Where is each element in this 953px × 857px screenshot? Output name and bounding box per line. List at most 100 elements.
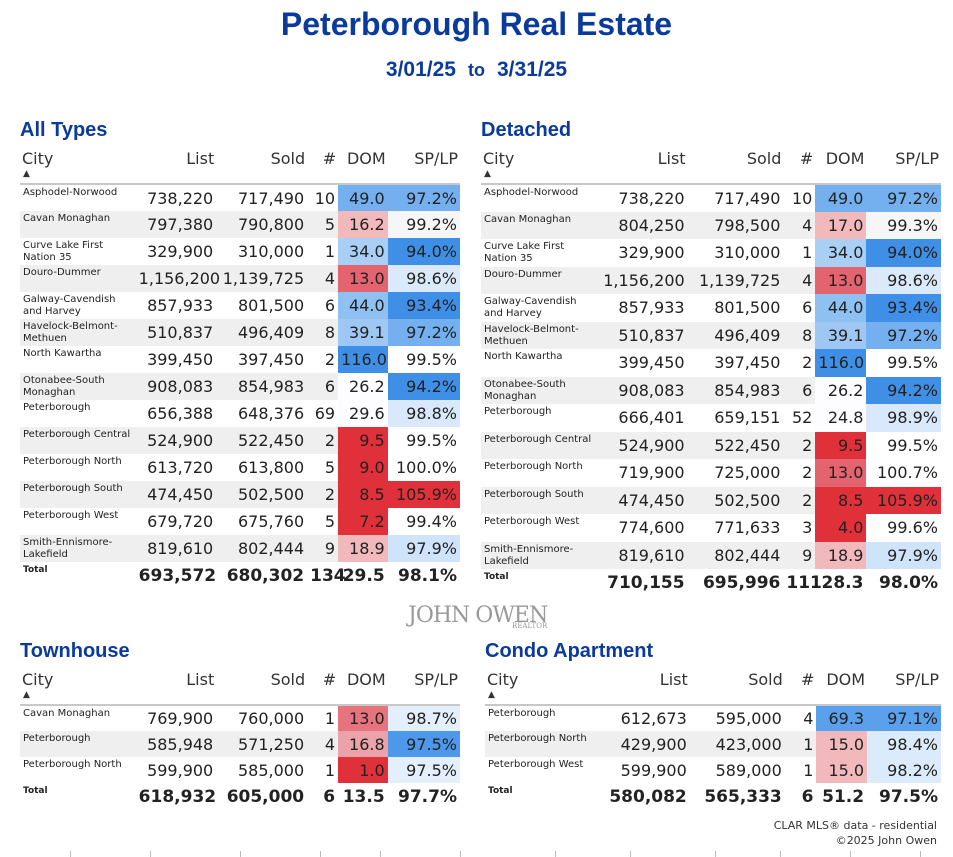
cell-splp: 94.2% <box>387 373 460 400</box>
column-header-sold[interactable]: Sold <box>687 145 784 185</box>
cell-city: Peterborough <box>484 406 552 417</box>
table-row[interactable]: Cavan Monaghan 769,900 760,000 1 13.0 98.7% <box>20 705 460 731</box>
table-row[interactable]: Galway-Cavendish and Harvey 857,933 801,50… <box>20 292 460 319</box>
table-row[interactable]: Havelock-Belmont-Methuen 510,837 496,409 8 3… <box>20 319 460 346</box>
column-header-city[interactable]: City ▲ <box>481 145 601 185</box>
table-row[interactable]: Smith-Ennismore-Lakefield 819,610 802,444 9… <box>481 541 941 569</box>
column-header-count[interactable]: # <box>783 145 816 185</box>
cell-splp: 97.2% <box>866 321 941 349</box>
table-row[interactable]: Peterborough 585,948 571,250 4 16.8 97.5% <box>20 731 460 757</box>
data-source: CLAR MLS® data - residential <box>773 819 937 832</box>
column-header-count[interactable]: # <box>784 666 817 706</box>
table-row[interactable]: Asphodel-Norwood 738,220 717,490 10 49.0 97.2… <box>481 184 941 212</box>
total-row: Total 710,155 695,996 111 28.3 98.0% <box>481 569 941 597</box>
sort-ascending-icon[interactable]: ▲ <box>484 169 491 179</box>
cell-splp: 98.8% <box>387 400 460 427</box>
cell-list: 908,083 <box>135 373 217 400</box>
date-from: 3/01/25 <box>385 58 456 81</box>
total-dom: 28.3 <box>821 573 864 593</box>
cell-splp: 94.0% <box>387 238 460 265</box>
data-table: City ▲ List Sold # DOM SP/LP Peterborough 612,67… <box>485 666 941 811</box>
cell-dom: 16.2 <box>338 211 388 238</box>
column-header-list[interactable]: List <box>135 666 217 706</box>
cell-list: 857,933 <box>147 296 214 315</box>
table-row[interactable]: Asphodel-Norwood 738,220 717,490 10 49.0 97.2… <box>20 184 460 211</box>
cell-count: 6 <box>324 296 336 315</box>
sort-ascending-icon[interactable]: ▲ <box>488 690 495 700</box>
cell-city: Curve Lake First Nation 35 <box>484 241 565 264</box>
column-header-sold[interactable]: Sold <box>216 666 308 706</box>
total-row: Total 618,932 605,000 6 13.5 97.7% <box>20 783 460 811</box>
table-row[interactable]: Galway-Cavendish and Harvey 857,933 801,50… <box>481 294 941 322</box>
column-header-sold[interactable]: Sold <box>216 145 308 185</box>
column-header-city[interactable]: City ▲ <box>20 145 136 185</box>
total-splp: 98.1% <box>398 566 457 586</box>
table-row[interactable]: Douro-Dummer 1,156,200 1,139,725 4 13.0 98.6% <box>20 265 460 292</box>
table-row[interactable]: Peterborough Central 524,900 522,450 2 9.5 99… <box>20 427 460 454</box>
table-row[interactable]: Peterborough 612,673 595,000 4 69.3 97.1% <box>485 705 941 731</box>
table-row[interactable]: Cavan Monaghan 804,250 798,500 4 17.0 99.3% <box>481 211 941 239</box>
column-header-city[interactable]: City ▲ <box>20 666 136 706</box>
table-row[interactable]: Peterborough North 599,900 585,000 1 1.0 97.5… <box>20 757 460 783</box>
cell-splp: 98.4% <box>867 731 941 757</box>
column-header-splp[interactable]: SP/LP <box>387 145 460 185</box>
column-header-dom[interactable]: DOM <box>815 145 867 185</box>
cell-sold: 725,000 <box>714 463 781 483</box>
data-table: City ▲ List Sold # DOM SP/LP Asphodel-Norwood 73… <box>20 145 460 590</box>
table-row[interactable]: Otonabee-South Monaghan 908,083 854,983 6 26… <box>20 373 460 400</box>
column-header-list[interactable]: List <box>135 145 217 185</box>
column-header-splp[interactable]: SP/LP <box>867 666 941 706</box>
table-row[interactable]: Peterborough North 429,900 423,000 1 15.0 98.… <box>485 731 941 757</box>
cell-dom: 15.0 <box>816 731 868 757</box>
sort-ascending-icon[interactable]: ▲ <box>23 690 30 700</box>
cell-list: 474,450 <box>135 481 217 508</box>
cell-city: Asphodel-Norwood <box>484 187 579 198</box>
table-row[interactable]: North Kawartha 399,450 397,450 2 116.0 99.5% <box>481 349 941 377</box>
table-row[interactable]: Peterborough West 679,720 675,760 5 7.2 99.4% <box>20 508 460 535</box>
table-row[interactable]: Peterborough South 474,450 502,500 2 8.5 105.… <box>481 486 941 514</box>
table-row[interactable]: Peterborough South 474,450 502,500 2 8.5 105.… <box>20 481 460 508</box>
cell-splp: 98.6% <box>866 266 941 294</box>
column-header-dom[interactable]: DOM <box>816 666 868 706</box>
table-row[interactable]: Curve Lake First Nation 35 329,900 310,000… <box>481 239 941 267</box>
column-header-count[interactable]: # <box>307 666 339 706</box>
cell-city: Otonabee-South Monaghan <box>481 376 601 404</box>
table-row[interactable]: Peterborough 666,401 659,151 52 24.8 98.9% <box>481 404 941 432</box>
cell-count: 1 <box>324 709 336 728</box>
table-row[interactable]: Peterborough North 613,720 613,800 5 9.0 100.… <box>20 454 460 481</box>
cell-count: 4 <box>783 266 816 294</box>
header-row: City ▲ List Sold # DOM SP/LP <box>20 145 460 185</box>
column-header-splp[interactable]: SP/LP <box>866 145 941 185</box>
cell-list: 666,401 <box>618 408 685 428</box>
cell-dom: 44.0 <box>815 294 867 322</box>
table-row[interactable]: Smith-Ennismore-Lakefield 819,610 802,444 9… <box>20 535 460 562</box>
cell-sold: 310,000 <box>714 243 781 263</box>
total-row: Total 580,082 565,333 6 51.2 97.5% <box>485 783 941 811</box>
sort-ascending-icon[interactable]: ▲ <box>23 169 30 179</box>
table-row[interactable]: Peterborough West 774,600 771,633 3 4.0 99.6% <box>481 514 941 542</box>
column-header-dom[interactable]: DOM <box>338 145 388 185</box>
column-header-city[interactable]: City ▲ <box>485 666 604 706</box>
cell-city: Cavan Monaghan <box>23 708 111 719</box>
column-header-sold[interactable]: Sold <box>689 666 785 706</box>
table-row[interactable]: Otonabee-South Monaghan 908,083 854,983 6 26… <box>481 376 941 404</box>
table-row[interactable]: Cavan Monaghan 797,380 790,800 5 16.2 99.2% <box>20 211 460 238</box>
table-row[interactable]: Douro-Dummer 1,156,200 1,139,725 4 13.0 98.6% <box>481 266 941 294</box>
table-row[interactable]: Peterborough Central 524,900 522,450 2 9.5 99… <box>481 431 941 459</box>
column-header-count[interactable]: # <box>307 145 339 185</box>
table-row[interactable]: Curve Lake First Nation 35 329,900 310,000… <box>20 238 460 265</box>
table-row[interactable]: Peterborough West 599,900 589,000 1 15.0 98.2… <box>485 757 941 783</box>
table-row[interactable]: Havelock-Belmont-Methuen 510,837 496,409 8 3… <box>481 321 941 349</box>
column-header-list[interactable]: List <box>603 666 690 706</box>
date-separator: to <box>468 60 485 80</box>
column-header-splp[interactable]: SP/LP <box>387 666 460 706</box>
column-header-list[interactable]: List <box>600 145 688 185</box>
table-row[interactable]: Peterborough 656,388 648,376 69 29.6 98.8% <box>20 400 460 427</box>
cell-list: 510,837 <box>135 319 217 346</box>
table-row[interactable]: North Kawartha 399,450 397,450 2 116.0 99.5% <box>20 346 460 373</box>
panel-all-types: All Types City ▲ List Sold # DOM SP/LP Asphodel-… <box>20 119 460 590</box>
column-header-dom[interactable]: DOM <box>338 666 388 706</box>
cell-dom: 18.9 <box>815 541 867 569</box>
table-row[interactable]: Peterborough North 719,900 725,000 2 13.0 100… <box>481 459 941 487</box>
